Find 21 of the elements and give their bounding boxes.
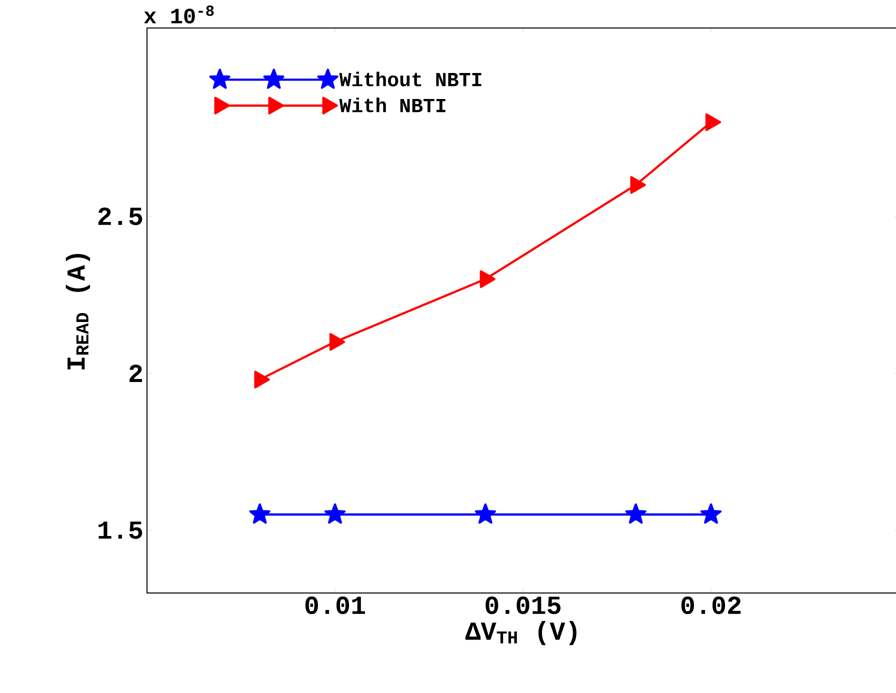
x-tick-label: 0.02 <box>681 596 741 614</box>
point <box>249 503 270 524</box>
y-tick-label: 2.5 <box>98 208 142 226</box>
point <box>474 503 496 524</box>
y-tick-label: 2 <box>130 364 142 382</box>
text: x 10$^{-8}$ <box>144 5 214 24</box>
point <box>630 176 646 194</box>
point <box>705 113 722 132</box>
y-axis-title: I$_{READ}$ (A) <box>66 254 90 370</box>
point <box>480 270 496 288</box>
point <box>625 503 646 524</box>
point <box>700 503 722 524</box>
point <box>324 503 346 524</box>
y-tick-label: 1.5 <box>98 522 142 539</box>
point <box>254 370 270 388</box>
x-tick-label: 0.015 <box>486 596 561 614</box>
x-axis-title: ΔV$_{TH}$ (V) <box>465 620 576 646</box>
x-tick-label: 0.01 <box>305 596 365 614</box>
legend-label: Without NBTI <box>339 72 482 86</box>
point <box>329 333 346 351</box>
legend-label: With NBTI <box>339 98 446 112</box>
